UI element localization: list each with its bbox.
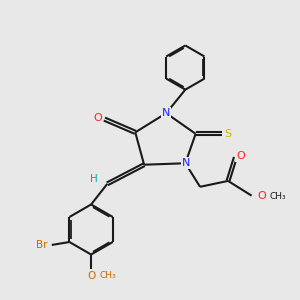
Text: S: S <box>224 129 232 139</box>
Text: O: O <box>257 191 266 201</box>
Text: N: N <box>162 108 170 118</box>
Text: CH₃: CH₃ <box>269 192 286 201</box>
Text: O: O <box>87 271 95 281</box>
Text: N: N <box>182 158 190 168</box>
Text: CH₃: CH₃ <box>99 271 116 280</box>
Text: O: O <box>236 151 245 161</box>
Text: Br: Br <box>36 240 47 250</box>
Text: H: H <box>90 174 98 184</box>
Text: O: O <box>94 112 102 123</box>
